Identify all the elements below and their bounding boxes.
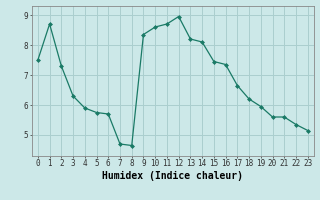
X-axis label: Humidex (Indice chaleur): Humidex (Indice chaleur) bbox=[102, 171, 243, 181]
